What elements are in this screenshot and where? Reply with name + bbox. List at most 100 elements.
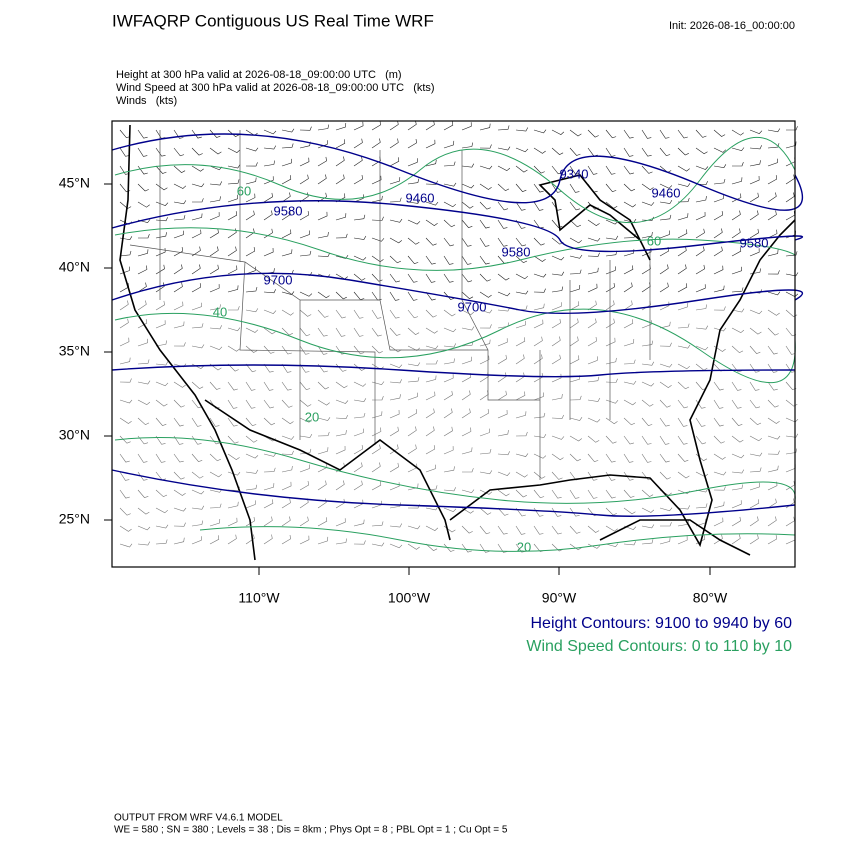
wind-barb bbox=[209, 535, 220, 545]
wind-barb bbox=[281, 399, 293, 408]
wind-barb bbox=[317, 381, 329, 390]
wind-barb bbox=[263, 192, 273, 203]
wind-barb bbox=[677, 213, 689, 221]
wind-barb bbox=[353, 413, 366, 419]
wind-barb bbox=[443, 140, 455, 149]
wind-barb bbox=[695, 165, 709, 170]
wind-barb bbox=[461, 468, 474, 473]
wind-barb bbox=[749, 160, 761, 167]
footer-settings: WE = 580 ; SN = 380 ; Levels = 38 ; Dis … bbox=[114, 825, 508, 836]
wind-barb bbox=[173, 230, 184, 239]
wind-barb bbox=[155, 507, 168, 514]
wind-barb bbox=[425, 309, 437, 318]
wind-barb bbox=[659, 381, 672, 388]
wind-barb bbox=[605, 507, 617, 516]
wind-barb bbox=[245, 435, 258, 443]
wind-barb bbox=[533, 453, 547, 459]
lat-label: 40°N bbox=[59, 259, 90, 275]
wind-label: 20 bbox=[517, 539, 531, 554]
wind-barb bbox=[335, 122, 347, 131]
wind-barb bbox=[317, 345, 328, 355]
wind-barb bbox=[479, 525, 491, 535]
wind-barb bbox=[245, 266, 256, 275]
wind-barb bbox=[479, 237, 490, 247]
wind-barb bbox=[299, 516, 309, 527]
wind-barb bbox=[389, 379, 402, 384]
wind-barb bbox=[731, 516, 741, 527]
wind-barb bbox=[461, 390, 471, 401]
wind-barb bbox=[281, 327, 293, 336]
wind-barb bbox=[569, 284, 581, 293]
wind-barb bbox=[767, 435, 781, 440]
wind-barb bbox=[299, 381, 311, 391]
wind-barb bbox=[515, 471, 528, 478]
wind-barb bbox=[155, 539, 168, 545]
wind-barb bbox=[173, 165, 186, 173]
wind-barb bbox=[173, 522, 186, 527]
wind-barb bbox=[371, 309, 382, 319]
wind-barb bbox=[731, 177, 743, 185]
wind-barb bbox=[731, 345, 744, 354]
map-frame bbox=[111, 120, 796, 568]
wind-barb bbox=[479, 339, 491, 347]
wind-barb bbox=[587, 165, 598, 175]
wind-barb bbox=[371, 138, 381, 149]
wind-barb bbox=[209, 304, 221, 311]
wind-barb bbox=[605, 337, 616, 347]
wind-barb bbox=[569, 395, 582, 401]
wind-barb bbox=[209, 453, 222, 462]
wind-barb bbox=[227, 501, 239, 509]
wind-barb bbox=[263, 381, 274, 391]
wind-barb bbox=[497, 451, 510, 456]
wind-barb bbox=[407, 138, 417, 149]
wind-barb bbox=[749, 482, 760, 491]
wind-barb bbox=[425, 327, 438, 334]
wind-barb bbox=[605, 357, 617, 365]
wind-barb bbox=[695, 284, 706, 293]
wind-barb bbox=[767, 210, 777, 221]
wind-barb bbox=[191, 489, 205, 495]
wind-barb bbox=[119, 357, 131, 365]
wind-barb bbox=[605, 129, 617, 139]
wind-barb bbox=[533, 255, 546, 262]
wind-barb bbox=[407, 483, 419, 491]
wind-barb bbox=[749, 175, 760, 185]
wind-barb bbox=[515, 147, 529, 153]
wind-barb bbox=[785, 448, 798, 455]
wind-barb bbox=[749, 381, 760, 391]
wind-barb bbox=[677, 229, 688, 239]
wind-barb bbox=[335, 174, 345, 185]
wind-barb bbox=[641, 129, 652, 139]
wind-barb bbox=[677, 536, 688, 545]
wind-barb bbox=[497, 237, 508, 247]
lat-labels: 45°N 40°N 35°N 30°N 25°N bbox=[59, 175, 90, 527]
wind-barb bbox=[317, 399, 330, 406]
wind-barb bbox=[569, 417, 583, 421]
wind-barb bbox=[605, 147, 616, 157]
wind-barb bbox=[623, 147, 634, 157]
wind-barb bbox=[191, 302, 202, 311]
wind-barb bbox=[551, 373, 562, 383]
wind-barb bbox=[209, 284, 220, 293]
wind-barb bbox=[461, 356, 472, 365]
wind-barb bbox=[335, 414, 348, 420]
wind-barb bbox=[317, 140, 328, 149]
wind-barb bbox=[425, 219, 438, 226]
wind-barb bbox=[317, 417, 331, 421]
wind-barb bbox=[119, 525, 132, 532]
wind-barb bbox=[173, 264, 183, 275]
wind-barb bbox=[605, 378, 618, 383]
wind-barb bbox=[731, 363, 743, 373]
wind-barb bbox=[605, 266, 616, 275]
wind-barb bbox=[695, 304, 707, 311]
wind-barb bbox=[245, 381, 256, 391]
wind-barb bbox=[641, 524, 655, 529]
wind-barb bbox=[587, 283, 598, 293]
wind-barb bbox=[713, 306, 726, 311]
wind-barb bbox=[443, 507, 457, 513]
wind-barb bbox=[533, 354, 543, 365]
wind-barb bbox=[695, 435, 707, 445]
wind-barb bbox=[695, 129, 707, 138]
wind-barb bbox=[641, 183, 654, 191]
wind-legend: Wind Speed Contours: 0 to 110 by 10 bbox=[526, 638, 792, 655]
